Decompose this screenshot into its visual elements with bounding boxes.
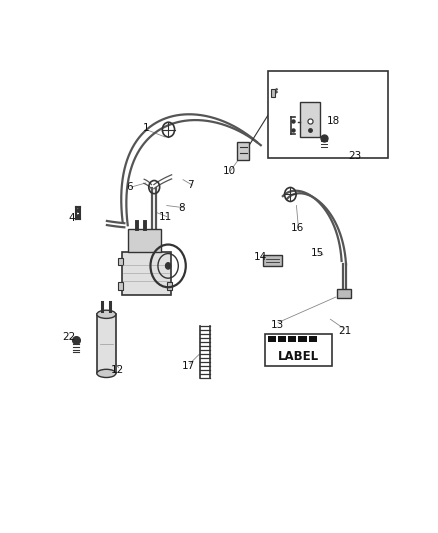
Text: LABEL: LABEL [278,350,319,362]
Bar [122,252,171,295]
Text: 13: 13 [270,320,284,329]
Bar [268,336,276,342]
Ellipse shape [97,369,116,377]
Text: 4: 4 [68,213,75,223]
Bar [265,334,332,366]
Bar [278,336,286,342]
Text: 17: 17 [182,361,195,370]
Circle shape [166,263,171,269]
Bar [300,102,320,137]
Text: 23: 23 [349,151,362,161]
Bar [117,282,123,290]
Bar [309,336,317,342]
Bar [268,71,389,158]
Text: 15: 15 [311,248,325,258]
Text: 18: 18 [326,116,340,126]
Bar [288,336,297,342]
Text: 7: 7 [187,180,194,190]
Bar [167,282,172,290]
Text: 6: 6 [126,182,133,192]
Bar [263,255,282,266]
Text: 8: 8 [179,203,185,213]
Bar [298,336,307,342]
Bar [237,142,249,159]
Text: 22: 22 [62,332,76,342]
Text: 12: 12 [111,365,124,375]
Bar [337,289,351,298]
Bar [128,229,161,252]
Text: 11: 11 [159,212,172,222]
Ellipse shape [97,310,116,318]
Text: 14: 14 [254,252,267,262]
Bar [97,314,116,374]
Text: 10: 10 [223,166,236,176]
Bar [271,88,276,97]
Text: 16: 16 [291,223,304,233]
Text: 21: 21 [338,326,352,336]
Text: 1: 1 [143,123,150,133]
Bar [117,257,123,265]
